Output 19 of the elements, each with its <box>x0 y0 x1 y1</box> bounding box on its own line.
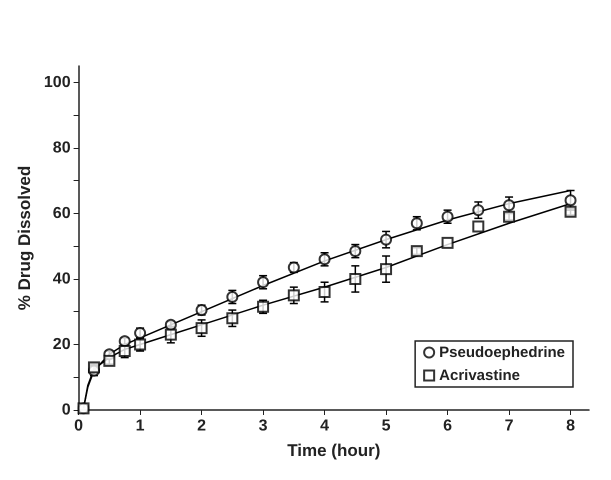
x-tick-label: 1 <box>136 418 145 434</box>
legend-label: Pseudoephedrine <box>439 344 565 361</box>
y-tick-label: 80 <box>52 139 71 156</box>
y-tick-label: 40 <box>52 270 71 288</box>
y-axis-title: % Drug Dissolved <box>15 166 34 310</box>
x-tick-label: 5 <box>382 418 391 434</box>
y-tick-label: 60 <box>52 204 71 222</box>
x-axis-title: Time (hour) <box>287 441 380 460</box>
x-tick-label: 7 <box>504 418 514 434</box>
x-tick-label: 3 <box>258 418 268 434</box>
x-tick-label: 8 <box>566 418 576 434</box>
y-tick-label: 0 <box>62 402 71 418</box>
x-tick-label: 6 <box>443 418 452 434</box>
legend-label: Acrivastine <box>439 367 520 384</box>
y-tick-label: 100 <box>44 74 71 91</box>
x-tick-label: 2 <box>197 418 206 434</box>
x-tick-label: 0 <box>74 418 84 434</box>
y-tick-label: 20 <box>52 336 71 353</box>
x-tick-label: 4 <box>320 418 330 434</box>
